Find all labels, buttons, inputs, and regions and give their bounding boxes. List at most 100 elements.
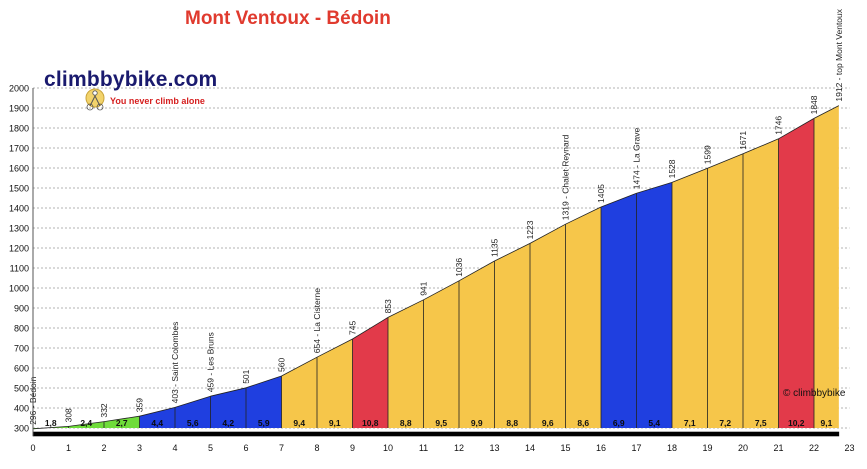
x-axis: 0 1 2 3 4 5 6 7 8 9 10 11 12 13 14 15 16 17 18 19 20 21 22 23 <box>30 443 854 453</box>
altitude-label: 332 <box>99 403 109 417</box>
distance-bar-km <box>565 432 601 436</box>
distance-bar-km <box>494 432 530 436</box>
copyright-text: © climbbybike <box>783 388 846 399</box>
y-tick-label: 1300 <box>9 224 29 234</box>
profile-segment <box>530 224 566 428</box>
profile-outline <box>813 105 840 119</box>
altitude-label: 1223 <box>525 220 535 239</box>
profile-segment <box>139 407 175 428</box>
profile-segment <box>672 168 708 428</box>
gradient-label: 4,4 <box>151 418 163 428</box>
gradient-label: 1,8 <box>45 418 57 428</box>
distance-bar-km <box>175 432 211 436</box>
profile-outline <box>139 407 176 417</box>
x-tick-label: 23 <box>844 443 854 453</box>
gradient-label: 9,6 <box>542 418 554 428</box>
x-tick-label: 20 <box>738 443 748 453</box>
profile-outline <box>387 299 424 318</box>
y-tick-label: 1600 <box>9 164 29 174</box>
y-tick-label: 1400 <box>9 204 29 214</box>
profile-segment <box>459 261 495 428</box>
cyclist-mascot-icon <box>85 88 105 111</box>
gradient-label: 5,6 <box>187 418 199 428</box>
x-tick-label: 9 <box>350 443 355 453</box>
gradient-label: 8,8 <box>506 418 518 428</box>
altitude-label: 1319 - Chalet Reynard <box>561 134 571 220</box>
profile-outline <box>529 223 566 244</box>
x-tick-label: 8 <box>314 443 319 453</box>
altitude-label: 1599 <box>703 145 713 164</box>
x-tick-label: 5 <box>208 443 213 453</box>
altitude-label: 1135 <box>490 238 500 257</box>
distance-bar-km <box>33 432 69 436</box>
gradient-label: 7,2 <box>719 418 731 428</box>
altitude-label: 745 <box>348 321 358 335</box>
distance-bar-km <box>246 432 282 436</box>
profile-segment <box>175 396 211 428</box>
profile-outline <box>671 167 708 183</box>
x-tick-label: 22 <box>809 443 819 453</box>
distance-bar-km <box>814 432 839 436</box>
gradient-label: 7,5 <box>755 418 767 428</box>
profile-outline <box>245 375 282 389</box>
altitude-label: 1528 <box>667 159 677 178</box>
gradient-label: 9,9 <box>471 418 483 428</box>
altitude-label: 1912 - top Mont Ventoux <box>834 8 844 101</box>
profile-outline <box>707 153 744 169</box>
profile-outline <box>352 317 389 340</box>
profile-segment <box>743 138 779 429</box>
y-tick-label: 1700 <box>9 144 29 154</box>
x-tick-label: 1 <box>66 443 71 453</box>
gradient-label: 5,4 <box>648 418 660 428</box>
x-tick-label: 11 <box>419 443 428 453</box>
profile-outline <box>636 182 673 194</box>
distance-bar-km <box>281 432 317 436</box>
distance-bar-km <box>530 432 566 436</box>
profile-outline <box>600 192 637 208</box>
profile-segment <box>707 153 743 429</box>
altitude-label: 1746 <box>774 116 784 135</box>
distance-bar-km <box>352 432 388 436</box>
profile-segment <box>210 387 246 428</box>
altitude-label: 501 <box>241 369 251 383</box>
profile-outline <box>68 421 105 427</box>
profile-segment <box>388 299 424 428</box>
x-tick-label: 21 <box>773 443 783 453</box>
y-axis: 300 400 500 600 700 800 900 1000 1100 1200 1300 140… <box>9 84 34 436</box>
x-tick-label: 17 <box>631 443 641 453</box>
y-tick-label: 1200 <box>9 244 29 254</box>
x-tick-label: 3 <box>137 443 142 453</box>
profile-outline <box>458 260 495 282</box>
y-tick-label: 900 <box>14 304 29 314</box>
distance-bar-km <box>636 432 672 436</box>
y-tick-label: 400 <box>14 404 29 414</box>
distance-bar-km <box>68 432 104 436</box>
altitude-label: 403 - Saint Colombes <box>170 322 180 404</box>
y-tick-label: 600 <box>14 364 29 374</box>
y-tick-label: 2000 <box>9 84 29 94</box>
x-tick-label: 19 <box>702 443 712 453</box>
altitude-label: 560 <box>277 358 287 372</box>
y-tick-label: 1900 <box>9 104 29 114</box>
altitude-label: 1474 - La Grave <box>632 128 642 190</box>
x-tick-label: 6 <box>243 443 248 453</box>
x-tick-label: 10 <box>383 443 393 453</box>
altitude-label: 1405 <box>596 184 606 203</box>
altitude-label: 1671 <box>738 131 748 150</box>
profile-segment <box>104 416 140 428</box>
profile-outline <box>565 206 602 225</box>
distance-bar-km <box>672 432 708 436</box>
x-tick-label: 16 <box>596 443 606 453</box>
y-tick-label: 500 <box>14 384 29 394</box>
altitude-label: 359 <box>135 398 145 412</box>
profile-segment <box>636 182 672 428</box>
gradient-label: 9,5 <box>435 418 447 428</box>
profile-segment <box>281 357 317 428</box>
x-tick-label: 0 <box>30 443 35 453</box>
chart-title: Mont Ventoux - Bédoin <box>185 8 391 29</box>
y-tick-label: 800 <box>14 324 29 334</box>
x-tick-label: 4 <box>172 443 177 453</box>
distance-bar-km <box>388 432 424 436</box>
distance-bar-km <box>778 432 814 436</box>
